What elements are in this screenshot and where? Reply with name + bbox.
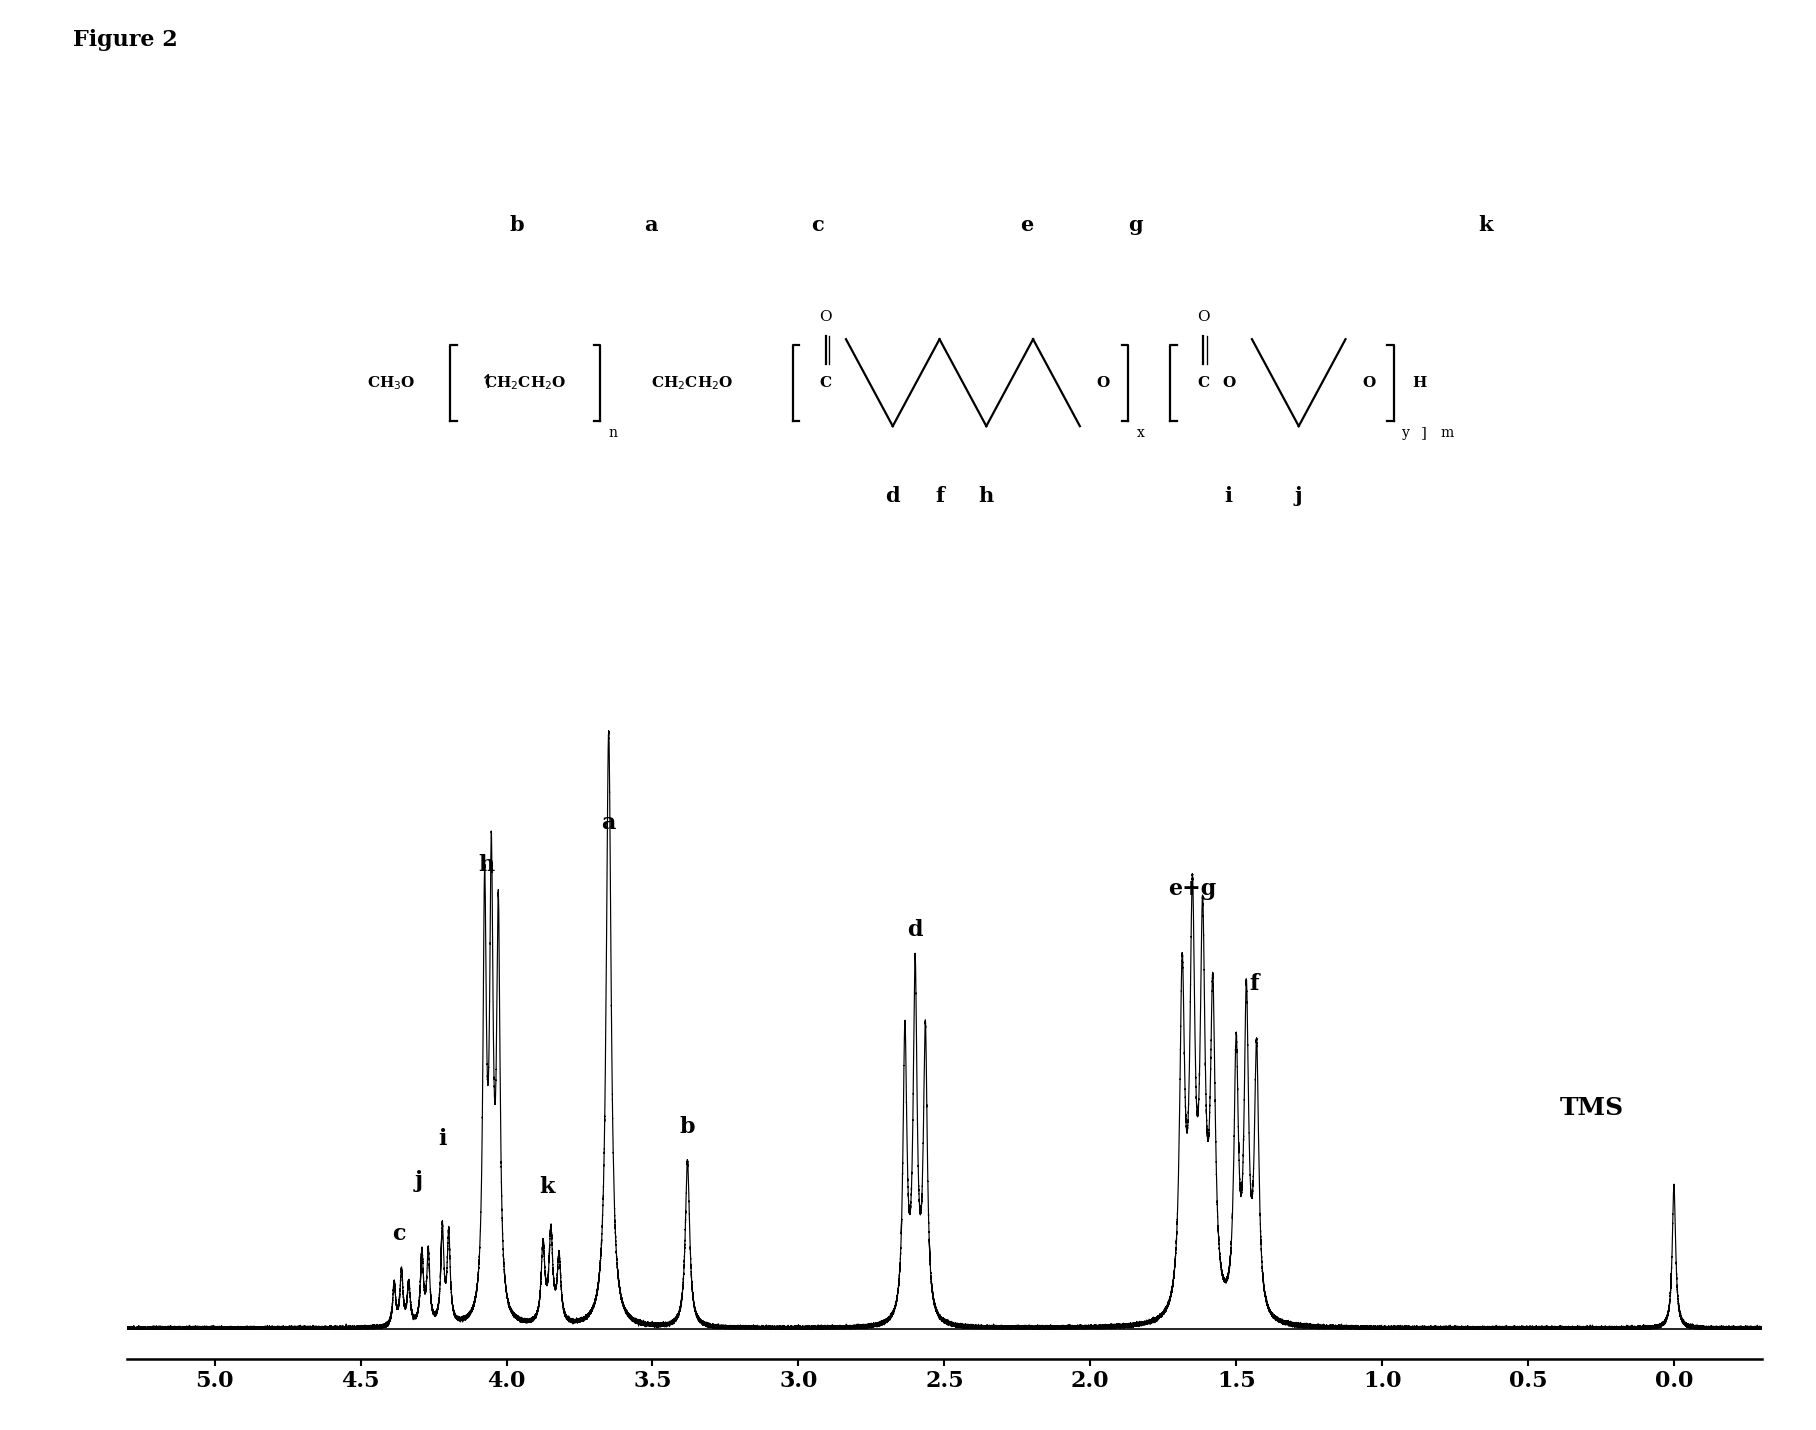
Text: O: O: [1097, 376, 1110, 389]
Text: CH$_2$CH$_2$O: CH$_2$CH$_2$O: [650, 373, 734, 392]
Text: f: f: [935, 486, 944, 506]
Text: $\upharpoonleft$: $\upharpoonleft$: [476, 373, 490, 392]
Text: x: x: [1137, 426, 1144, 440]
Text: O: O: [819, 310, 832, 325]
Text: e+g: e+g: [1168, 878, 1217, 899]
Text: O: O: [1362, 376, 1375, 389]
Text: C: C: [1197, 376, 1209, 389]
Text: e: e: [1021, 214, 1033, 235]
Text: c: c: [392, 1223, 405, 1246]
Text: i: i: [438, 1128, 447, 1150]
Text: g: g: [1128, 214, 1142, 235]
Text: TMS: TMS: [1560, 1097, 1624, 1120]
Text: d: d: [908, 919, 923, 941]
Text: O: O: [1197, 310, 1209, 325]
Text: ]: ]: [1422, 426, 1427, 440]
Text: a: a: [643, 214, 657, 235]
Text: O: O: [1222, 376, 1235, 389]
Text: y: y: [1402, 426, 1411, 440]
Text: h: h: [979, 486, 993, 506]
Text: b: b: [510, 214, 525, 235]
Text: H: H: [1411, 376, 1426, 389]
Text: h: h: [478, 854, 494, 875]
Text: n: n: [608, 426, 617, 440]
Text: j: j: [1295, 486, 1302, 506]
Text: k: k: [539, 1175, 556, 1197]
Text: c: c: [812, 214, 824, 235]
Text: b: b: [679, 1115, 696, 1138]
Text: CH$_3$O: CH$_3$O: [367, 373, 416, 392]
Text: k: k: [1478, 214, 1493, 235]
Text: Figure 2: Figure 2: [73, 29, 178, 50]
Text: f: f: [1249, 972, 1258, 995]
Text: CH$_2$CH$_2$O: CH$_2$CH$_2$O: [483, 373, 567, 392]
Text: j: j: [414, 1170, 423, 1191]
Text: i: i: [1224, 486, 1233, 506]
Text: a: a: [601, 812, 616, 834]
Text: m: m: [1440, 426, 1455, 440]
Text: d: d: [886, 486, 901, 506]
Text: C: C: [819, 376, 832, 389]
